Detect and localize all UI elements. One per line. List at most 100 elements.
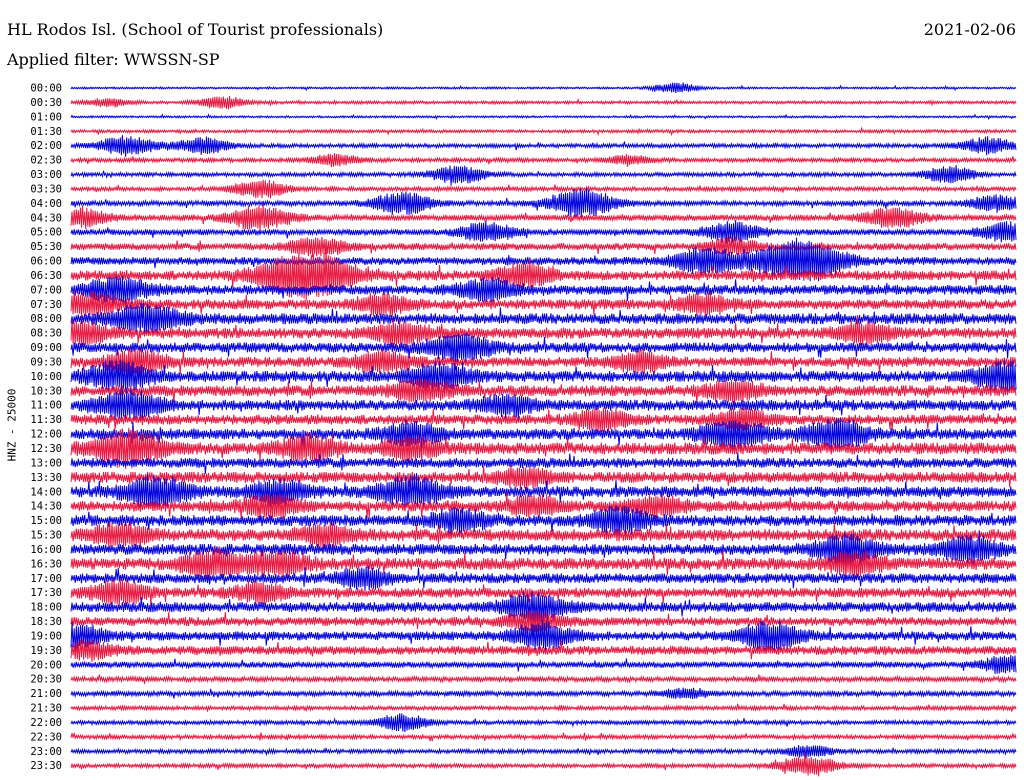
row-time-label: 05:30	[30, 241, 62, 253]
trace-row-1400	[70, 472, 1017, 510]
row-time-label: 03:00	[30, 169, 62, 181]
row-time-label: 01:30	[30, 126, 62, 138]
row-time-label: 18:00	[30, 602, 62, 614]
trace-row-2130	[70, 703, 1017, 713]
trace-row-0000	[70, 82, 1017, 94]
row-time-label: 15:30	[30, 530, 62, 542]
trace-row-2230	[70, 732, 1017, 742]
trace-row-1730	[70, 578, 1017, 607]
row-time-label: 02:30	[30, 155, 62, 167]
trace-row-0830	[70, 315, 1017, 348]
row-time-label: 16:30	[30, 558, 62, 570]
row-time-label: 12:30	[30, 443, 62, 455]
row-time-label: 17:30	[30, 587, 62, 599]
row-time-label: 10:30	[30, 385, 62, 397]
trace-row-1830	[70, 610, 1017, 635]
trace-row-1430	[70, 492, 1017, 522]
trace-row-1630	[70, 546, 1017, 581]
trace-row-1700	[70, 565, 1017, 591]
trace-row-1330	[70, 465, 1017, 491]
row-time-label: 18:30	[30, 616, 62, 628]
row-time-label: 04:30	[30, 212, 62, 224]
row-time-label: 23:00	[30, 746, 62, 758]
trace-row-1530	[70, 521, 1017, 554]
station-title: HL Rodos Isl. (School of Tourist profess…	[7, 20, 384, 39]
row-time-label: 17:00	[30, 573, 62, 585]
row-time-label: 07:00	[30, 284, 62, 296]
row-time-label: 07:30	[30, 299, 62, 311]
trace-row-1900	[70, 619, 1017, 653]
row-time-label: 10:00	[30, 371, 62, 383]
trace-row-1230	[70, 427, 1017, 469]
row-time-label: 13:30	[30, 472, 62, 484]
row-time-label: 13:00	[30, 457, 62, 469]
row-time-label: 01:00	[30, 111, 62, 123]
row-time-label: 06:30	[30, 270, 62, 282]
row-time-label: 00:30	[30, 97, 62, 109]
trace-row-2200	[70, 713, 1017, 733]
trace-row-0300	[70, 165, 1017, 186]
trace-row-0600	[70, 237, 1017, 282]
trace-row-0500	[70, 220, 1017, 244]
trace-row-0900	[70, 332, 1017, 371]
trace-row-0630	[70, 246, 1017, 301]
row-time-label: 12:00	[30, 429, 62, 441]
row-time-label: 02:00	[30, 140, 62, 152]
row-time-label: 23:30	[30, 760, 62, 772]
row-time-label: 21:00	[30, 688, 62, 700]
trace-row-0400	[70, 187, 1017, 218]
trace-row-1130	[70, 406, 1017, 433]
trace-row-0700	[70, 275, 1017, 305]
row-time-label: 03:30	[30, 183, 62, 195]
record-date: 2021-02-06	[923, 20, 1016, 39]
trace-row-1600	[70, 531, 1017, 567]
row-time-label: 20:30	[30, 674, 62, 686]
trace-row-1000	[70, 359, 1017, 394]
trace-row-1200	[70, 418, 1017, 453]
trace-row-0130	[70, 126, 1017, 137]
row-time-label: 00:00	[30, 83, 62, 95]
row-time-label: 14:00	[30, 486, 62, 498]
filter-label: Applied filter: WWSSN-SP	[7, 50, 220, 69]
trace-row-2030	[70, 674, 1017, 684]
row-time-label: 11:00	[30, 400, 62, 412]
trace-row-2100	[70, 687, 1017, 699]
row-time-label: 06:00	[30, 256, 62, 268]
trace-row-0230	[70, 153, 1017, 168]
row-time-label: 21:30	[30, 703, 62, 715]
trace-row-0800	[70, 302, 1017, 337]
trace-row-0530	[70, 236, 1017, 258]
trace-row-0330	[70, 179, 1017, 199]
trace-row-0030	[70, 96, 1017, 110]
row-time-label: 09:00	[30, 342, 62, 354]
trace-row-0200	[70, 135, 1017, 157]
trace-row-1100	[70, 388, 1017, 422]
row-time-label: 16:00	[30, 544, 62, 556]
row-time-label: 22:00	[30, 717, 62, 729]
row-time-label: 19:00	[30, 630, 62, 642]
trace-row-2330	[70, 753, 1017, 777]
trace-row-1500	[70, 505, 1017, 540]
trace-row-0730	[70, 289, 1017, 318]
row-time-label: 20:00	[30, 659, 62, 671]
trace-row-1030	[70, 377, 1017, 410]
trace-row-0100	[70, 113, 1017, 121]
row-time-label: 04:00	[30, 198, 62, 210]
trace-row-0430	[70, 204, 1017, 232]
row-time-label: 11:30	[30, 414, 62, 426]
row-time-label: 05:00	[30, 227, 62, 239]
trace-row-1300	[70, 452, 1017, 474]
trace-row-0930	[70, 347, 1017, 376]
row-time-label: 19:30	[30, 645, 62, 657]
row-time-label: 14:30	[30, 501, 62, 513]
row-time-label: 08:00	[30, 313, 62, 325]
trace-row-1930	[70, 638, 1017, 663]
row-time-label: 15:00	[30, 515, 62, 527]
trace-row-2300	[70, 745, 1017, 759]
row-time-label: 09:30	[30, 356, 62, 368]
row-time-label: 08:30	[30, 328, 62, 340]
row-time-label: 22:30	[30, 731, 62, 743]
trace-row-2000	[70, 654, 1017, 674]
